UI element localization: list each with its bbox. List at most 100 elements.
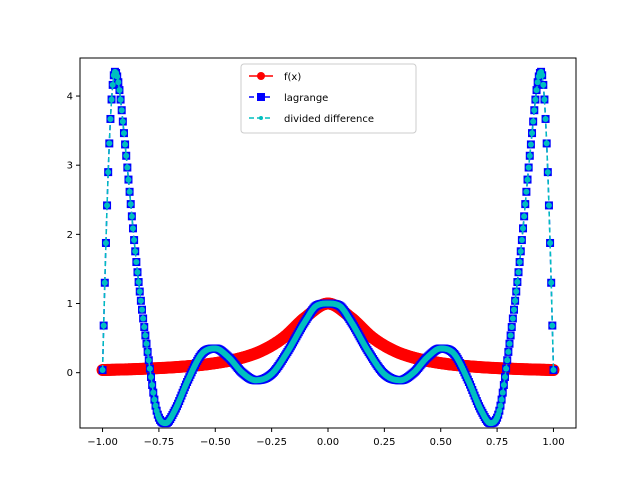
data-point [100,322,107,329]
legend: f(x) lagrange divided difference [240,63,417,134]
data-point [518,237,525,244]
data-point [531,107,538,114]
legend-label-fx: f(x) [284,72,301,83]
y-tick-label: 3 [67,161,73,172]
data-point [128,213,135,220]
data-point [126,188,133,195]
data-point [503,365,510,372]
data-point [118,107,125,114]
data-point [522,201,529,208]
y-tick-label: 2 [67,230,73,241]
x-tick-label: −1.00 [87,437,118,448]
y-tick-label: 1 [67,299,73,310]
data-point [506,340,513,347]
data-point [137,297,144,304]
data-point [117,96,124,103]
data-point [530,118,537,125]
data-point [521,213,528,220]
x-axis: −1.00 −0.75 −0.50 −0.25 0.00 0.25 0.50 0.75 1.00 [87,428,565,448]
data-point [523,188,530,195]
data-point [143,340,150,347]
data-point [136,288,143,295]
data-point [529,130,536,137]
y-tick-label: 0 [67,368,73,379]
x-tick-label: 0.75 [486,437,508,448]
series-line-0 [102,302,554,371]
data-point [520,225,527,232]
data-point [140,315,147,322]
x-tick-label: −0.25 [256,437,287,448]
data-point [504,357,511,364]
data-point [550,367,557,374]
data-point [512,297,519,304]
data-point [106,140,113,147]
data-point [505,348,512,355]
data-point [150,389,157,396]
data-point [132,248,139,255]
data-point [105,169,112,176]
data-point [151,396,158,403]
x-tick-label: 1.00 [542,437,564,448]
legend-label-lagrange: lagrange [284,93,328,104]
data-point [541,96,548,103]
data-point [114,73,121,80]
data-point [141,324,148,331]
data-point [532,96,539,103]
series-2 [99,68,557,427]
series-0 [96,297,560,377]
data-point [124,164,131,171]
data-point [104,202,111,209]
data-point [544,169,551,176]
data-point [511,306,517,313]
data-point [507,332,514,339]
data-point [139,306,145,313]
x-tick-label: 0.50 [430,437,452,448]
data-point [501,373,508,380]
data-point [148,373,155,380]
data-point [513,288,520,295]
legend-marker-fx [257,72,265,80]
data-point [142,332,149,339]
data-point [116,87,123,94]
data-point [543,140,550,147]
data-point [146,365,153,372]
y-axis: 0 1 2 3 4 [67,92,80,379]
x-tick-label: 0.00 [317,437,339,448]
data-point [131,237,138,244]
data-point [500,382,507,389]
data-point [123,152,130,159]
legend-marker-lagrange [257,93,265,101]
data-point [119,118,126,125]
data-point [134,269,141,276]
data-point [129,225,136,232]
data-point [499,389,506,396]
data-point [526,152,533,159]
data-point [135,279,142,286]
data-point [509,315,516,322]
data-point [533,87,540,94]
data-point [548,279,555,286]
data-point [549,322,556,329]
data-point [542,115,549,122]
data-point [107,115,114,122]
data-point [524,176,531,183]
data-point [496,407,503,414]
legend-label-divided-difference: divided difference [284,114,374,125]
x-tick-label: 0.25 [373,437,395,448]
data-point [545,202,552,209]
data-point [547,239,554,246]
data-point [515,269,522,276]
data-point [517,248,524,255]
data-point [498,396,505,403]
x-tick-label: −0.50 [200,437,231,448]
data-point [508,324,515,331]
x-tick-label: −0.75 [144,437,175,448]
data-point [144,348,151,355]
data-point [109,81,116,88]
data-point [539,72,546,79]
data-point [115,79,122,86]
data-point [102,239,109,246]
data-point [99,367,106,374]
data-point [133,259,140,266]
data-point [145,357,152,364]
